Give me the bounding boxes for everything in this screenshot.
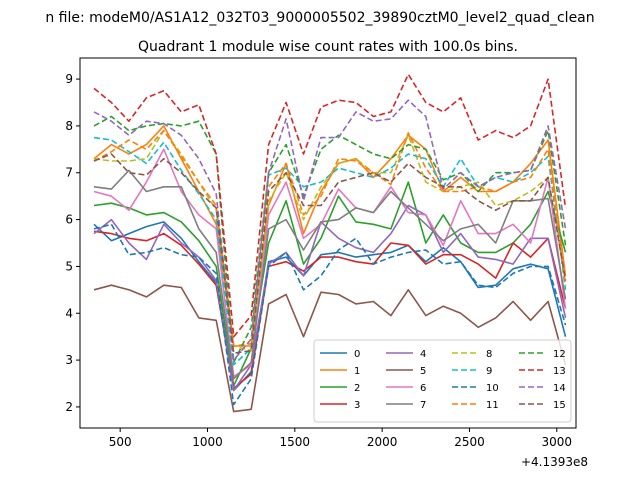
series-layer (93, 73, 567, 413)
y-tick-label: 7 (65, 166, 73, 180)
legend-label-6: 6 (420, 383, 426, 394)
y-tick-label: 5 (65, 259, 73, 273)
legend-label-8: 8 (486, 349, 492, 360)
series-line-5 (93, 284, 567, 413)
legend-label-12: 12 (553, 349, 566, 360)
figure-suptitle: n file: modeM0/AS1A12_032T03_9000005502_… (45, 10, 594, 26)
plot-frame (79, 57, 577, 429)
series-line-0 (93, 221, 567, 392)
legend-label-7: 7 (420, 400, 426, 411)
series-line-2 (93, 181, 567, 387)
y-tick-label: 8 (65, 119, 73, 133)
y-axis: 2 3 4 5 6 7 8 9 (65, 72, 80, 414)
x-axis-offset-label: +4.1393e8 (521, 455, 588, 469)
y-tick-label: 2 (65, 400, 73, 414)
series-line-12 (93, 115, 567, 364)
x-tick-label: 2000 (367, 435, 398, 449)
legend-label-3: 3 (354, 400, 360, 411)
y-tick-label: 3 (65, 353, 73, 367)
x-axis: 500 1000 1500 2000 2500 3000 (109, 428, 572, 449)
x-tick-label: 2500 (454, 435, 485, 449)
legend-label-11: 11 (486, 400, 499, 411)
chart-title: Quadrant 1 module wise count rates with … (138, 39, 518, 55)
legend-label-0: 0 (354, 349, 360, 360)
legend-label-13: 13 (553, 366, 566, 377)
x-tick-label: 500 (109, 435, 132, 449)
series-line-14 (93, 99, 567, 361)
legend-label-4: 4 (420, 349, 426, 360)
x-tick-label: 1000 (192, 435, 223, 449)
series-line-13 (93, 73, 567, 338)
series-line-3 (93, 230, 567, 390)
y-tick-label: 6 (65, 213, 73, 227)
x-tick-label: 3000 (542, 435, 573, 449)
legend-label-9: 9 (486, 366, 492, 377)
legend-label-10: 10 (486, 383, 499, 394)
legend-label-14: 14 (553, 383, 566, 394)
series-line-11 (93, 129, 567, 347)
legend-label-2: 2 (354, 383, 360, 394)
legend-frame (313, 339, 572, 423)
legend-label-15: 15 (553, 400, 566, 411)
y-tick-label: 4 (65, 306, 73, 320)
series-line-7 (93, 169, 567, 380)
x-tick-label: 1500 (280, 435, 311, 449)
legend-label-1: 1 (354, 366, 360, 377)
series-line-4 (93, 204, 567, 392)
series-line-9 (93, 136, 567, 366)
y-tick-label: 9 (65, 72, 73, 86)
series-line-15 (93, 153, 567, 354)
legend-label-5: 5 (420, 366, 426, 377)
